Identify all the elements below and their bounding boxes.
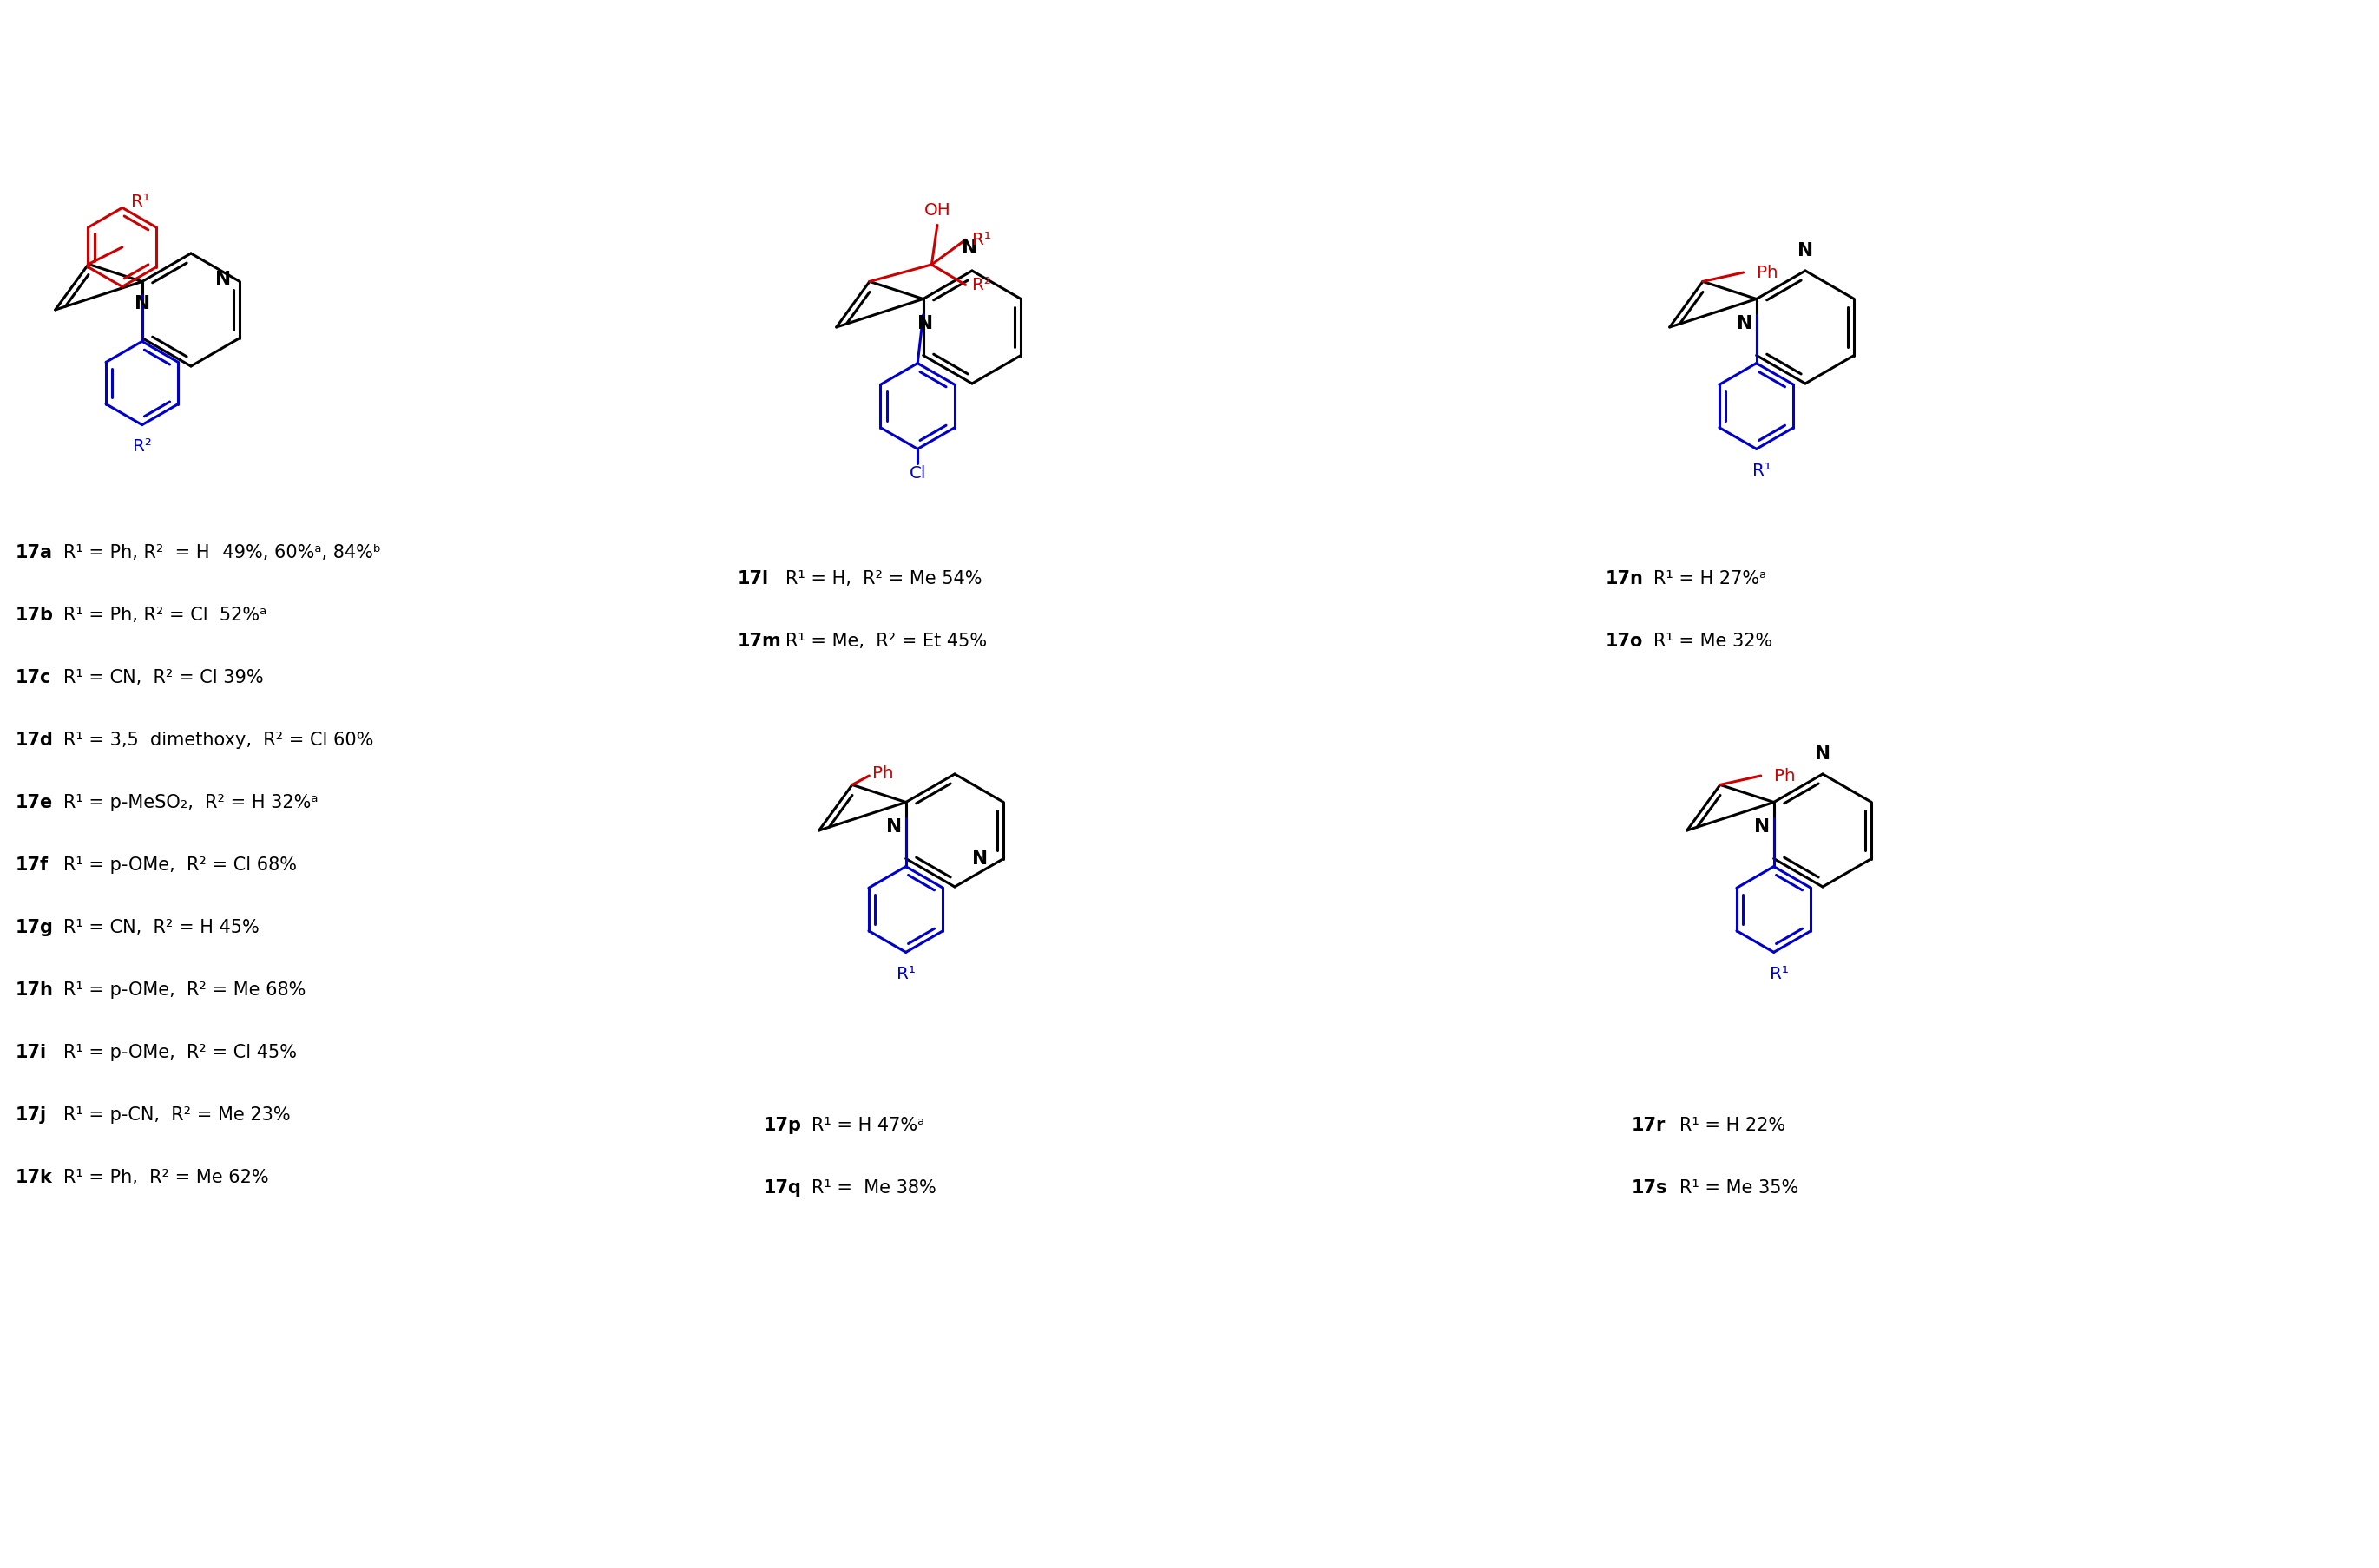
Text: 17p: 17p [764,1116,802,1134]
Text: R¹ = p-CN,  R² = Me 23%: R¹ = p-CN, R² = Me 23% [64,1107,290,1124]
Text: R¹ = CN,  R² = Cl 39%: R¹ = CN, R² = Cl 39% [64,670,264,687]
Text: R²: R² [133,439,152,455]
Text: N: N [1753,818,1770,836]
Text: Ph: Ph [873,765,895,782]
Text: N: N [216,271,231,289]
Text: 17g: 17g [17,919,55,936]
Text: R¹ = H 27%ᵃ: R¹ = H 27%ᵃ [1653,571,1768,588]
Text: Ph: Ph [1758,265,1779,281]
Text: Ph: Ph [1775,767,1796,784]
Text: 17j: 17j [17,1107,48,1124]
Text: R¹ = p-OMe,  R² = Cl 45%: R¹ = p-OMe, R² = Cl 45% [64,1044,297,1062]
Text: 17a: 17a [17,544,52,561]
Text: R¹ =  Me 38%: R¹ = Me 38% [811,1179,937,1196]
Text: 17d: 17d [17,732,55,750]
Text: R¹ = H 47%ᵃ: R¹ = H 47%ᵃ [811,1116,925,1134]
Text: 17q: 17q [764,1179,802,1196]
Text: 17b: 17b [17,607,55,624]
Text: R¹ = 3,5  dimethoxy,  R² = Cl 60%: R¹ = 3,5 dimethoxy, R² = Cl 60% [64,732,374,750]
Text: R¹: R¹ [1770,966,1789,982]
Text: 17h: 17h [17,982,55,999]
Text: 17k: 17k [17,1168,52,1187]
Text: R¹ = Ph, R²  = H   49%, 60%ᵃ, 84%ᵇ: R¹ = Ph, R² = H 49%, 60%ᵃ, 84%ᵇ [64,544,381,561]
Text: 17c: 17c [17,670,52,687]
Text: R¹ = CN,  R² = H 45%: R¹ = CN, R² = H 45% [64,919,259,936]
Text: 17i: 17i [17,1044,48,1062]
Text: 17m: 17m [737,632,783,649]
Text: 17f: 17f [17,856,48,873]
Text: R¹ = Me 35%: R¹ = Me 35% [1680,1179,1799,1196]
Text: N: N [973,850,987,867]
Text: R¹ = Ph, R² = Cl  52%ᵃ: R¹ = Ph, R² = Cl 52%ᵃ [64,607,266,624]
Text: R¹ = H,  R² = Me 54%: R¹ = H, R² = Me 54% [785,571,983,588]
Text: R¹: R¹ [973,232,992,248]
Text: R¹ = H 22%: R¹ = H 22% [1680,1116,1787,1134]
Text: 17l: 17l [737,571,768,588]
Text: R¹: R¹ [1753,463,1772,478]
Text: N: N [1799,241,1813,259]
Text: R¹ = Me,  R² = Et 45%: R¹ = Me, R² = Et 45% [785,632,987,649]
Text: N: N [885,818,902,836]
Text: 17e: 17e [17,793,52,811]
Text: R¹ = Me 32%: R¹ = Me 32% [1653,632,1772,649]
Text: R¹ = p-MeSO₂,  R² = H 32%ᵃ: R¹ = p-MeSO₂, R² = H 32%ᵃ [64,793,319,811]
Text: R²: R² [973,276,992,293]
Text: N: N [1815,745,1829,762]
Text: R¹ = Ph,  R² = Me 62%: R¹ = Ph, R² = Me 62% [64,1168,269,1187]
Text: 17r: 17r [1632,1116,1665,1134]
Text: N: N [133,295,150,312]
Text: 17s: 17s [1632,1179,1668,1196]
Text: 17n: 17n [1606,571,1644,588]
Text: R¹ = p-OMe,  R² = Cl 68%: R¹ = p-OMe, R² = Cl 68% [64,856,297,873]
Text: Cl: Cl [909,464,925,481]
Text: R¹ = p-OMe,  R² = Me 68%: R¹ = p-OMe, R² = Me 68% [64,982,307,999]
Text: R¹: R¹ [131,194,150,210]
Text: OH: OH [923,202,952,218]
Text: 17o: 17o [1606,632,1644,649]
Text: N: N [916,315,933,332]
Text: N: N [1737,315,1751,332]
Text: R¹: R¹ [897,966,916,982]
Text: N: N [961,240,978,257]
